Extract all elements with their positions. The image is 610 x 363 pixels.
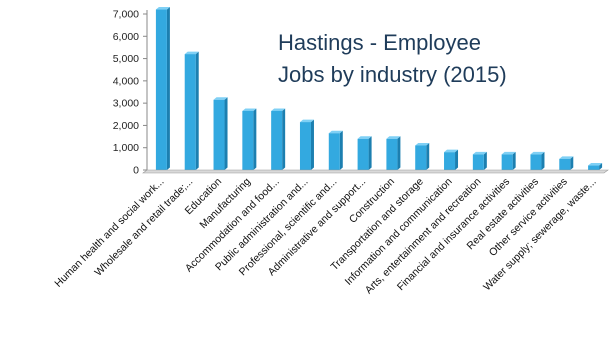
bar-top (472, 151, 487, 155)
y-tick-label: 6,000 (113, 31, 139, 43)
y-tick-label: 2,000 (113, 120, 139, 132)
bar-side (599, 163, 603, 170)
bar-top (501, 151, 516, 155)
x-category-label: Human health and social work... (52, 176, 166, 290)
bar-side (253, 108, 257, 170)
y-tick-label: 3,000 (113, 98, 139, 110)
bar-side (483, 151, 487, 170)
bar-front (271, 110, 283, 170)
bar-top (588, 163, 603, 166)
bar-top (357, 136, 372, 139)
bar-side (310, 119, 314, 170)
bar (213, 97, 228, 170)
bar (155, 7, 170, 170)
bar (184, 51, 199, 170)
title: Hastings - Employee Jobs by industry (20… (278, 30, 507, 87)
bar-front (242, 110, 254, 170)
x-axis-floor (142, 169, 609, 174)
bar-side (455, 149, 459, 170)
bar-side (166, 7, 170, 170)
bar-front (444, 152, 456, 170)
bar-side (339, 130, 343, 170)
chart-title-line-2: Jobs by industry (2015) (278, 62, 507, 87)
bar-front (386, 138, 398, 170)
bar-top (444, 149, 459, 153)
bar (501, 151, 516, 170)
bar-top (155, 7, 170, 10)
bar (271, 108, 286, 170)
chart-title-line-1: Hastings - Employee (278, 30, 481, 55)
bar-side (368, 136, 372, 170)
bar-front (357, 138, 369, 170)
bar-top (271, 108, 286, 111)
y-axis: 0 1,000 2,000 3,000 4,000 5,000 6,000 7,000 (113, 9, 148, 177)
bar-top (328, 130, 343, 134)
bar-front (184, 54, 196, 170)
bar-side (512, 151, 516, 170)
bar-side (541, 151, 545, 170)
bar-front (415, 145, 427, 170)
bar-side (397, 136, 401, 170)
bar-front (559, 158, 571, 170)
y-tick-label: 7,000 (113, 9, 139, 21)
bar (444, 149, 459, 170)
bar-top (386, 136, 401, 139)
bar-front (155, 9, 167, 170)
bar (559, 156, 574, 170)
bar (530, 151, 545, 170)
bar-side (195, 51, 199, 170)
bar-top (242, 108, 257, 111)
bar-top (213, 97, 228, 100)
bar-side (224, 97, 228, 170)
bar-top (184, 51, 199, 55)
bar (415, 142, 430, 170)
bar (588, 163, 603, 170)
y-tick-label: 0 (133, 165, 139, 177)
bar-side (570, 156, 574, 170)
bar-front (530, 154, 542, 170)
bar-top (299, 119, 314, 123)
x-axis: Human health and social work...Wholesale… (52, 169, 609, 296)
y-tick-label: 4,000 (113, 75, 139, 87)
bar-top (559, 156, 574, 159)
bar (299, 119, 314, 170)
bar-front (299, 122, 311, 170)
bar (472, 151, 487, 170)
bar-front (501, 154, 513, 170)
bar-top (530, 151, 545, 155)
bar-side (426, 142, 430, 170)
bar (386, 136, 401, 170)
bar-side (282, 108, 286, 170)
bar (357, 136, 372, 170)
bar (242, 108, 257, 170)
bar-front (213, 99, 225, 170)
bars (155, 7, 603, 170)
bar (328, 130, 343, 170)
bar-front (588, 165, 600, 170)
y-tick-label: 5,000 (113, 53, 139, 65)
bar-front (472, 154, 484, 170)
bar-top (415, 142, 430, 146)
y-tick-label: 1,000 (113, 142, 139, 154)
bar-front (328, 133, 340, 170)
